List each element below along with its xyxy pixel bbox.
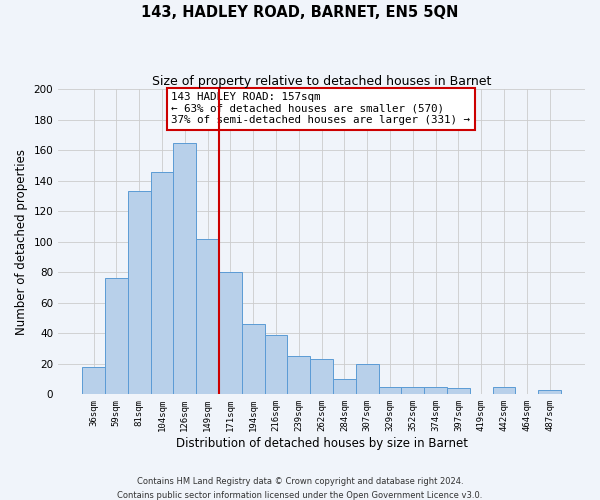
Bar: [424, 386, 447, 394]
Bar: [105, 278, 128, 394]
Bar: [538, 390, 561, 394]
Bar: [379, 386, 401, 394]
Bar: [287, 356, 310, 395]
Bar: [173, 142, 196, 394]
Bar: [196, 238, 219, 394]
Text: Contains HM Land Registry data © Crown copyright and database right 2024.
Contai: Contains HM Land Registry data © Crown c…: [118, 478, 482, 500]
X-axis label: Distribution of detached houses by size in Barnet: Distribution of detached houses by size …: [176, 437, 467, 450]
Title: Size of property relative to detached houses in Barnet: Size of property relative to detached ho…: [152, 75, 491, 88]
Bar: [310, 359, 333, 394]
Bar: [242, 324, 265, 394]
Bar: [447, 388, 470, 394]
Text: 143 HADLEY ROAD: 157sqm
← 63% of detached houses are smaller (570)
37% of semi-d: 143 HADLEY ROAD: 157sqm ← 63% of detache…: [172, 92, 470, 126]
Bar: [128, 192, 151, 394]
Bar: [82, 367, 105, 394]
Text: 143, HADLEY ROAD, BARNET, EN5 5QN: 143, HADLEY ROAD, BARNET, EN5 5QN: [142, 5, 458, 20]
Bar: [493, 386, 515, 394]
Bar: [333, 379, 356, 394]
Bar: [356, 364, 379, 394]
Bar: [151, 172, 173, 394]
Bar: [219, 272, 242, 394]
Y-axis label: Number of detached properties: Number of detached properties: [15, 149, 28, 335]
Bar: [265, 335, 287, 394]
Bar: [401, 386, 424, 394]
